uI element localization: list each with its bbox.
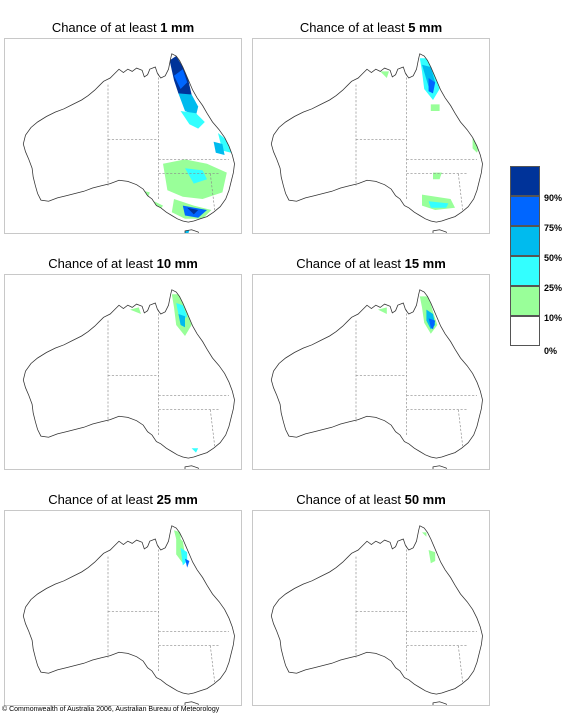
probability-region: [428, 78, 436, 94]
probability-shading: [130, 294, 199, 453]
land-fill: [271, 289, 483, 459]
australia-map: [252, 38, 490, 234]
probability-region: [178, 314, 185, 328]
map-panel-10mm: Chance of at least 10 mm: [4, 254, 242, 470]
probability-legend: 90% 75% 50% 25% 10% 0%: [510, 166, 568, 358]
map-layer: [270, 525, 483, 705]
probability-region: [180, 111, 205, 129]
map-panel-1mm: Chance of at least 1 mm: [4, 18, 242, 234]
map-panel-25mm: Chance of at least 25 mm: [4, 490, 242, 706]
probability-region: [428, 550, 436, 564]
legend-label: 50%: [544, 253, 563, 263]
tasmania-coastline: [184, 465, 199, 469]
land-fill: [23, 289, 235, 459]
australia-map-svg: [270, 525, 483, 705]
tasmania-coastline: [432, 229, 447, 233]
legend-swatch: [510, 196, 540, 226]
legend-label: 75%: [544, 223, 563, 233]
probability-region: [174, 530, 181, 542]
australia-map: [4, 274, 242, 470]
land-fill: [271, 53, 483, 223]
probability-region: [422, 532, 427, 537]
panel-title: Chance of at least 15 mm: [296, 256, 446, 271]
probability-region: [130, 307, 141, 314]
map-layer: [270, 289, 483, 469]
australia-map-svg: [270, 289, 483, 469]
panel-title: Chance of at least 50 mm: [296, 492, 446, 507]
panel-amount: 25 mm: [156, 492, 198, 507]
panel-amount: 1 mm: [160, 20, 195, 35]
probability-region: [191, 448, 199, 453]
panel-title: Chance of at least 5 mm: [299, 20, 443, 35]
panel-amount: 50 mm: [404, 492, 446, 507]
legend-swatch: [510, 316, 540, 346]
panel-title: Chance of at least 10 mm: [48, 256, 198, 271]
coastline: [270, 289, 483, 459]
probability-region: [428, 201, 449, 208]
legend-swatch: [510, 286, 540, 316]
probability-region: [433, 172, 442, 180]
coastline: [22, 525, 235, 695]
probability-shading: [422, 532, 436, 564]
copyright-notice: © Commonwealth of Australia 2006, Austra…: [2, 706, 220, 713]
map-layer: [270, 53, 483, 233]
probability-region: [180, 547, 188, 566]
australia-map-svg: [22, 525, 235, 705]
land-fill: [23, 525, 235, 695]
probability-region: [378, 307, 387, 314]
australia-map: [252, 510, 490, 706]
tasmania-coastline: [184, 229, 199, 233]
panel-amount: 5 mm: [408, 20, 443, 35]
coastline: [22, 289, 235, 459]
probability-region: [178, 93, 199, 116]
legend-swatch: [510, 166, 540, 196]
probability-region: [185, 168, 207, 184]
probability-shading: [174, 530, 190, 568]
coastline: [22, 53, 235, 223]
tasmania-coastline: [432, 701, 447, 705]
probability-region: [430, 104, 440, 111]
map-layer: [22, 289, 235, 469]
panel-amount: 10 mm: [156, 256, 198, 271]
probability-region: [380, 71, 389, 78]
probability-region: [185, 558, 190, 568]
legend-label: 10%: [544, 313, 563, 323]
probability-region: [187, 207, 199, 215]
probability-shading: [380, 58, 480, 210]
map-layer: [22, 53, 235, 233]
legend-label: 90%: [544, 193, 563, 203]
australia-map-svg: [270, 53, 483, 233]
tasmania-coastline: [184, 701, 199, 705]
legend-swatch: [510, 226, 540, 256]
probability-region: [213, 141, 225, 155]
panel-title: Chance of at least 1 mm: [51, 20, 195, 35]
map-panel-50mm: Chance of at least 50 mm: [252, 490, 490, 706]
map-panel-5mm: Chance of at least 5 mm: [252, 18, 490, 234]
probability-region: [174, 69, 188, 89]
australia-map-svg: [22, 53, 235, 233]
coastline: [270, 53, 483, 223]
map-layer: [22, 525, 235, 705]
legend-label: 25%: [544, 283, 563, 293]
tasmania-coastline: [432, 465, 447, 469]
legend-label: 0%: [544, 346, 558, 356]
australia-map: [4, 38, 242, 234]
land-fill: [271, 525, 483, 695]
legend-swatch: [510, 256, 540, 286]
australia-map-svg: [22, 289, 235, 469]
probability-region: [218, 133, 232, 153]
australia-map: [252, 274, 490, 470]
panel-title: Chance of at least 25 mm: [48, 492, 198, 507]
probability-region: [428, 318, 436, 330]
panel-amount: 15 mm: [404, 256, 446, 271]
probability-shading: [138, 56, 232, 233]
probability-shading: [378, 296, 438, 334]
australia-map: [4, 510, 242, 706]
map-panel-15mm: Chance of at least 15 mm: [252, 254, 490, 470]
coastline: [270, 525, 483, 695]
